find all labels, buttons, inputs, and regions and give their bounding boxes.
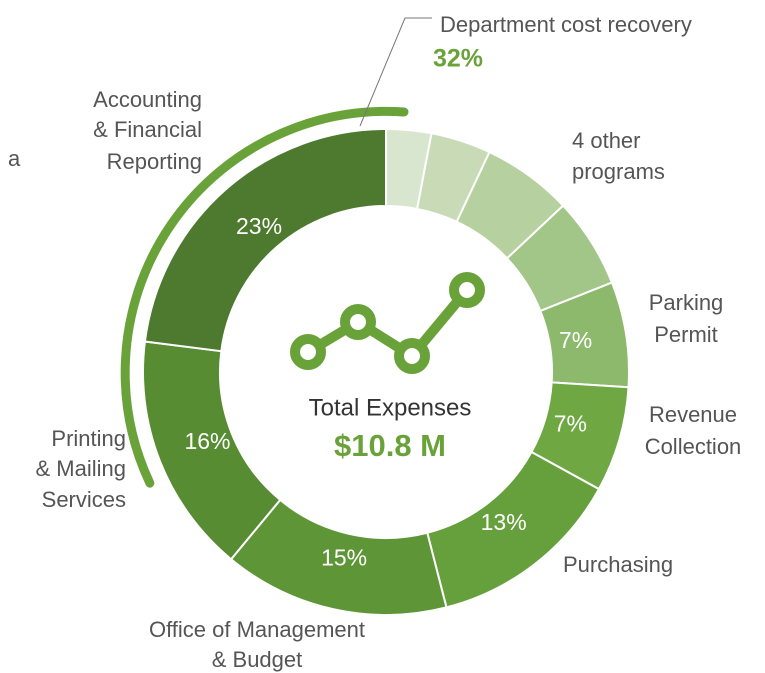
slice-label: & Budget bbox=[212, 647, 303, 672]
slice-label: Permit bbox=[654, 322, 718, 347]
callout-line bbox=[359, 17, 432, 127]
slice-label: & Mailing bbox=[36, 456, 126, 481]
donut bbox=[142, 127, 630, 616]
cost-recovery-arc bbox=[120, 106, 409, 488]
slice-value-label: 23% bbox=[236, 213, 282, 239]
callout-label: Department cost recovery bbox=[440, 12, 692, 37]
slice-value-label: 16% bbox=[184, 428, 230, 454]
slice-label: Services bbox=[42, 487, 126, 512]
slice-label: Parking bbox=[649, 290, 724, 315]
stray-text: a bbox=[8, 146, 21, 171]
slice-value-label: 7% bbox=[554, 411, 587, 437]
other-label: programs bbox=[572, 159, 665, 184]
slice-value-label: 7% bbox=[559, 327, 592, 353]
slice-label: Printing bbox=[51, 426, 126, 451]
slice-label: Collection bbox=[645, 434, 742, 459]
center-value: $10.8 M bbox=[334, 428, 446, 463]
slice-label: Purchasing bbox=[563, 552, 673, 577]
donut-slice bbox=[143, 127, 387, 353]
slice-label: Revenue bbox=[649, 402, 737, 427]
center-title: Total Expenses bbox=[309, 394, 472, 421]
trend-icon bbox=[290, 272, 485, 374]
slice-label: Accounting bbox=[93, 87, 202, 112]
slice-label: Office of Management bbox=[149, 617, 365, 642]
slice-label: & Financial bbox=[93, 117, 202, 142]
other-label: 4 other bbox=[572, 128, 641, 153]
slice-value-label: 13% bbox=[481, 509, 527, 535]
callout-value: 32% bbox=[433, 45, 483, 73]
slice-value-label: 15% bbox=[321, 544, 367, 570]
slice-label: Reporting bbox=[107, 149, 202, 174]
